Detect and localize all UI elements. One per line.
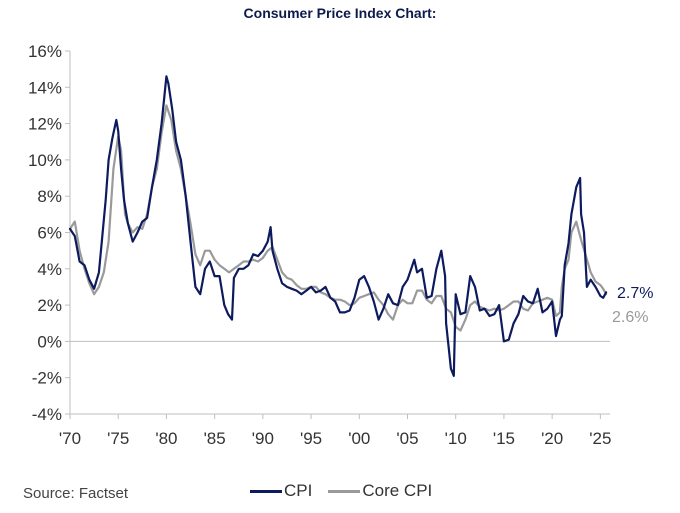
x-tick-label: '25 — [589, 429, 611, 448]
axes: -4% -2% 0% 2% 4% 6% 8% 10% 12% 14% 16% '70 '75 '80 '85… — [28, 42, 611, 448]
legend-label-cpi: CPI — [284, 481, 313, 500]
source-note: Source: Factset — [23, 485, 129, 502]
x-tick-label: '05 — [396, 429, 418, 448]
legend-item-core-cpi: Core CPI — [328, 481, 432, 501]
legend-label-core-cpi: Core CPI — [362, 481, 433, 500]
x-tick-label: '00 — [348, 429, 370, 448]
y-tick-label: 2% — [37, 296, 62, 315]
y-tick-label: 4% — [37, 260, 62, 279]
cpi-end-label: 2.7% — [617, 285, 653, 302]
legend-swatch-cpi — [250, 489, 282, 493]
x-tick-label: '10 — [445, 429, 467, 448]
y-tick-label: 8% — [37, 187, 62, 206]
y-tick-label: 6% — [37, 224, 62, 243]
y-tick-label: 16% — [28, 42, 62, 61]
x-tick-label: '15 — [493, 429, 515, 448]
y-tick-label: -2% — [32, 369, 62, 388]
y-tick-label: 0% — [37, 332, 62, 351]
y-tick-label: 12% — [28, 115, 62, 134]
x-tick-label: '75 — [107, 429, 129, 448]
legend-item-cpi: CPI — [250, 481, 312, 501]
cpi-series-line — [68, 75, 608, 377]
cpi-line-chart: -4% -2% 0% 2% 4% 6% 8% 10% 12% 14% 16% '70 '75 '80 '85… — [28, 42, 654, 448]
core-cpi-end-label: 2.6% — [612, 309, 648, 326]
y-tick-label: 14% — [28, 78, 62, 97]
legend-swatch-core-cpi — [328, 489, 361, 493]
legend: CPI Core CPI — [250, 481, 448, 501]
chart-title: Consumer Price Index Chart: — [243, 5, 437, 21]
series-lines — [68, 75, 608, 377]
x-tick-label: '20 — [541, 429, 563, 448]
core-cpi-series-line — [68, 104, 608, 332]
x-tick-label: '95 — [300, 429, 322, 448]
x-tick-label: '80 — [155, 429, 177, 448]
x-tick-label: '90 — [252, 429, 274, 448]
x-tick-label: '70 — [59, 429, 81, 448]
y-tick-label: 10% — [28, 151, 62, 170]
end-labels: 2.7% 2.6% — [612, 285, 653, 326]
x-tick-label: '85 — [204, 429, 226, 448]
y-tick-label: -4% — [32, 405, 62, 424]
